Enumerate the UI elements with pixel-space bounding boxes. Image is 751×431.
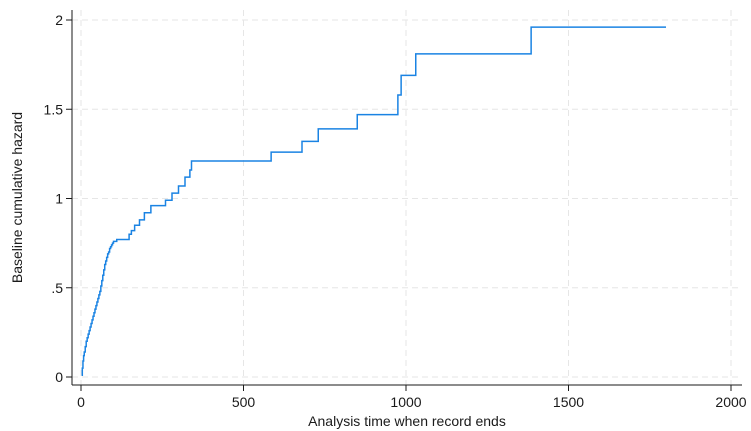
y-tick-label-3: 1.5 bbox=[44, 101, 64, 117]
y-tick-label-1: .5 bbox=[51, 280, 63, 296]
x-tick-label-0: 0 bbox=[77, 394, 85, 410]
y-axis-title: Baseline cumulative hazard bbox=[9, 112, 25, 283]
grid-lines bbox=[72, 10, 742, 385]
y-tick-label-0: 0 bbox=[55, 369, 63, 385]
x-tick-label-2: 1000 bbox=[390, 394, 421, 410]
tick-labels: 0 .5 1 1.5 2 0 500 1000 1500 2000 bbox=[44, 12, 747, 410]
x-tick-label-4: 2000 bbox=[715, 394, 746, 410]
x-tick-label-1: 500 bbox=[232, 394, 256, 410]
hazard-step-line bbox=[81, 26, 666, 376]
x-axis-title: Analysis time when record ends bbox=[308, 413, 506, 429]
y-tick-label-2: 1 bbox=[55, 191, 63, 207]
y-tick-label-4: 2 bbox=[55, 12, 63, 28]
x-tick-label-3: 1500 bbox=[553, 394, 584, 410]
axes bbox=[66, 10, 742, 391]
